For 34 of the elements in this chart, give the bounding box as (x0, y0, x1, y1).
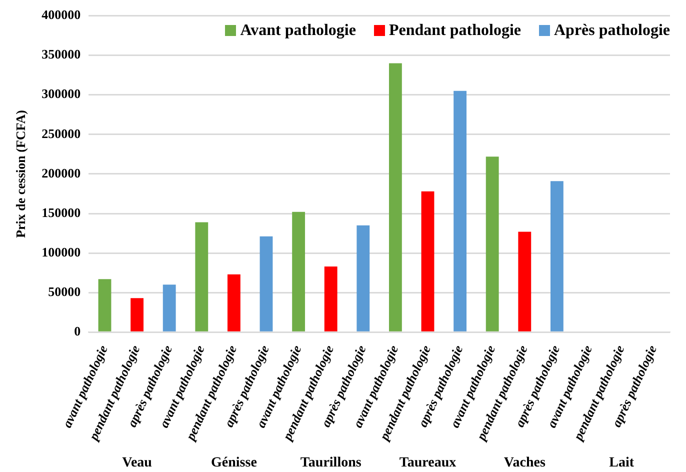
y-axis-title: Prix de cession (FCFA) (13, 110, 28, 238)
y-tick-label: 150000 (42, 204, 81, 220)
bar (98, 279, 112, 332)
y-tick-label: 100000 (42, 244, 81, 260)
text: Taurillons (300, 456, 362, 471)
bar (162, 284, 176, 332)
bar (195, 222, 208, 332)
legend-label: Avant pathologie (240, 22, 356, 40)
y-tick-label: 0 (74, 323, 81, 338)
y-tick-label: 400000 (42, 7, 81, 22)
y-tick-label: 350000 (42, 46, 81, 62)
y-tick-label: 200000 (42, 165, 81, 180)
bar (356, 225, 370, 332)
y-tick-label: 300000 (42, 86, 81, 102)
bar (324, 266, 338, 332)
legend-label: Après pathologie (554, 22, 670, 40)
bar (421, 191, 434, 332)
y-tick-label: 250000 (42, 126, 81, 141)
bar (260, 236, 273, 332)
text: Taureaux (399, 456, 456, 471)
text: Génisse (211, 456, 257, 471)
bar (486, 156, 499, 332)
legend-label: Pendant pathologie (388, 22, 521, 40)
text: Lait (609, 456, 634, 471)
bar (454, 90, 467, 332)
bar (388, 63, 402, 332)
y-tick-label: 50000 (48, 284, 81, 299)
bar (227, 274, 240, 332)
text: Vaches (504, 456, 546, 471)
bar (130, 298, 144, 332)
bar (518, 232, 532, 332)
bar (292, 212, 306, 332)
bar (550, 181, 564, 332)
text: Veau (122, 456, 152, 471)
